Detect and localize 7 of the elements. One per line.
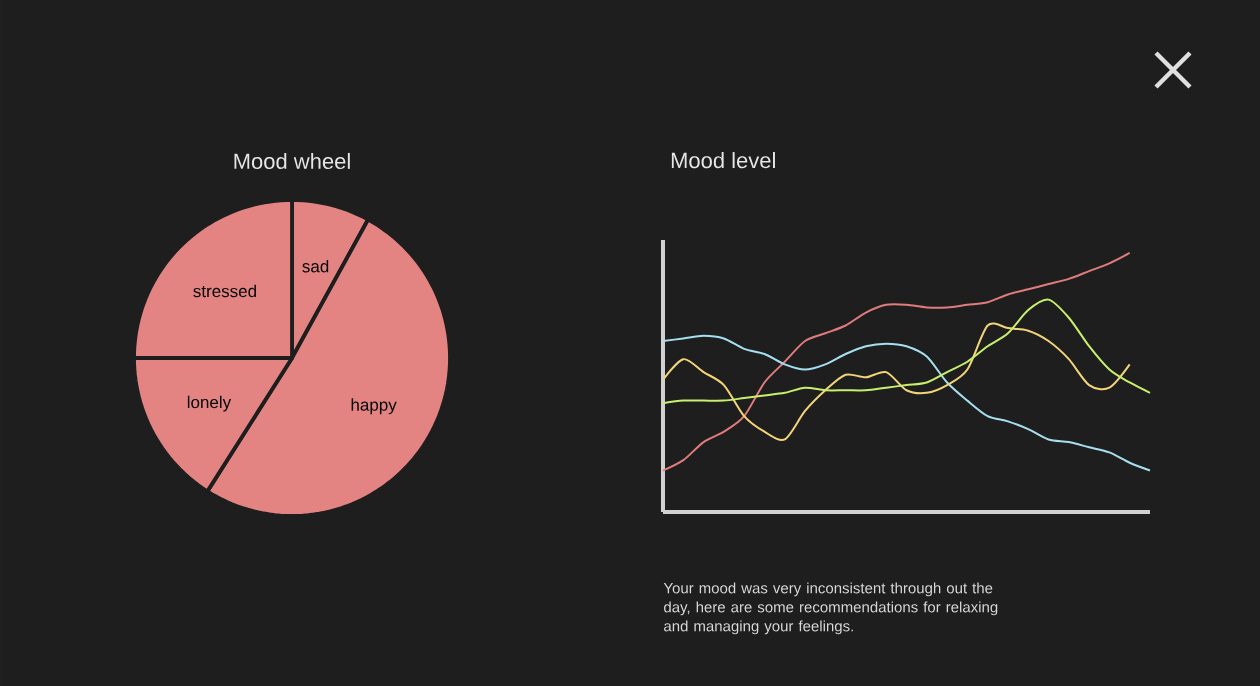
text: Your mood was very inconsistent through out the day, here are some recommendations for relaxing and managing your feelings. bbox=[663, 582, 998, 635]
slice-label: sad bbox=[302, 259, 329, 273]
chart-title: Mood level bbox=[671, 152, 775, 169]
slice-label: stressed bbox=[193, 284, 257, 298]
chart-title: Mood wheel bbox=[234, 152, 350, 170]
slice-label: happy bbox=[351, 398, 397, 415]
slice-label: lonely bbox=[187, 395, 232, 412]
